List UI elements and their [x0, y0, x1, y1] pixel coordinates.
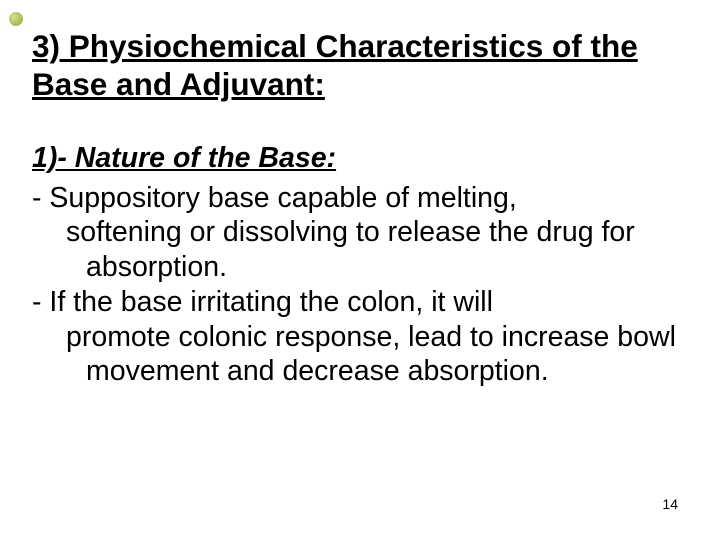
section-subheading: 1)- Nature of the Base:: [32, 142, 684, 175]
bullet-item: - Suppository base capable of melting, s…: [32, 181, 684, 285]
bullet-lead: -: [32, 286, 49, 318]
bullet-lead: -: [32, 182, 49, 214]
bullet-item: - If the base irritating the colon, it w…: [32, 285, 684, 389]
slide-title: 3) Physiochemical Characteristics of the…: [32, 28, 684, 104]
accent-dot-icon: [9, 12, 23, 26]
page-number: 14: [662, 496, 678, 512]
bullet-first-line: If the base irritating the colon, it wil…: [49, 286, 493, 318]
slide-container: 3) Physiochemical Characteristics of the…: [0, 0, 720, 540]
bullet-rest: softening or dissolving to release the d…: [32, 215, 684, 285]
bullet-first-line: Suppository base capable of melting,: [49, 182, 516, 214]
bullet-rest: promote colonic response, lead to increa…: [32, 320, 684, 390]
